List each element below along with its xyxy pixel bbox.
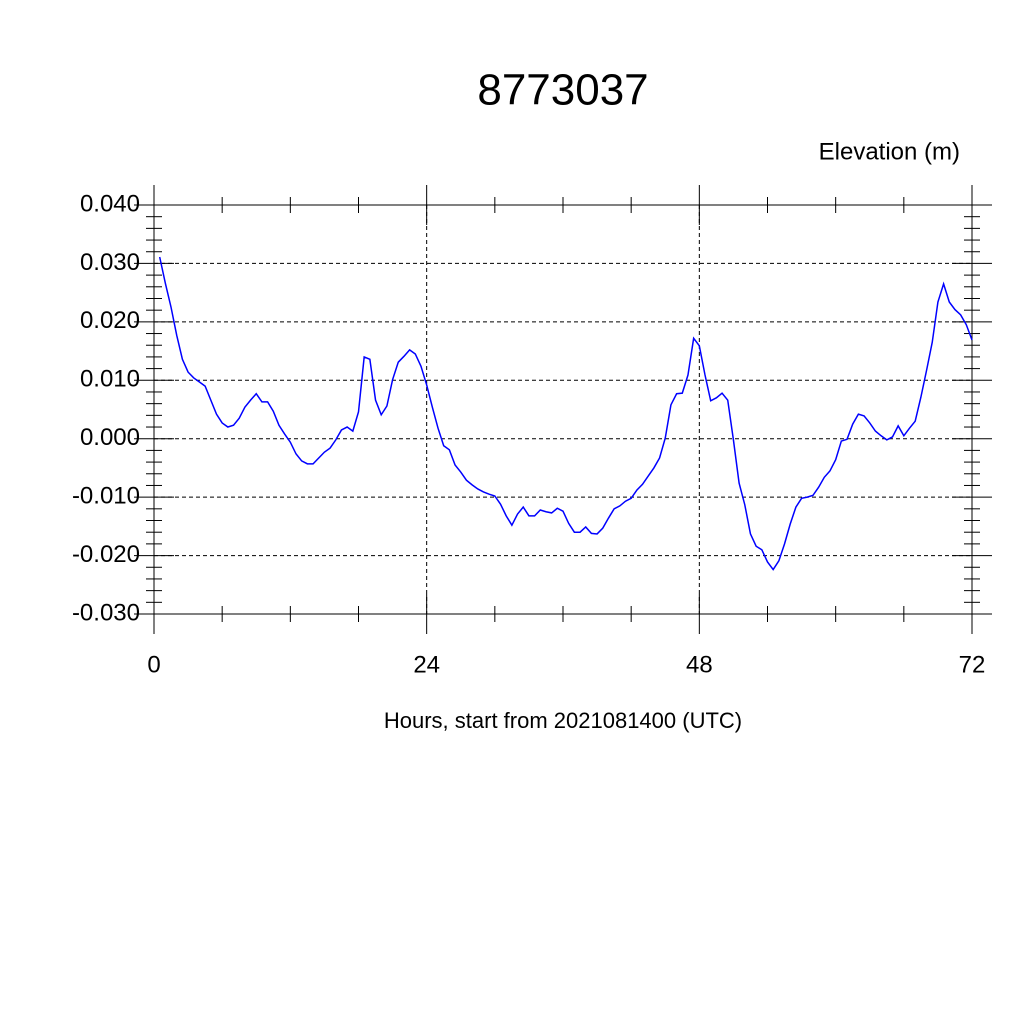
x-tick-label: 0 (147, 651, 160, 678)
y-tick-label: -0.010 (72, 482, 140, 509)
y-tick-label: 0.030 (80, 249, 140, 276)
y-tick-label: 0.040 (80, 190, 140, 217)
x-tick-label: 72 (959, 651, 986, 678)
y-tick-label: 0.020 (80, 307, 140, 334)
x-tick-label: 24 (413, 651, 440, 678)
y-tick-label: 0.000 (80, 424, 140, 451)
y-tick-label: -0.020 (72, 541, 140, 568)
chart-title: 8773037 (477, 66, 648, 115)
y-axis-label: Elevation (m) (819, 138, 960, 165)
x-axis-label: Hours, start from 2021081400 (UTC) (384, 708, 742, 733)
x-tick-label: 48 (686, 651, 713, 678)
y-tick-label: -0.030 (72, 599, 140, 626)
data-line (158, 256, 973, 571)
y-tick-label: 0.010 (80, 366, 140, 393)
plot-frame (153, 204, 973, 615)
